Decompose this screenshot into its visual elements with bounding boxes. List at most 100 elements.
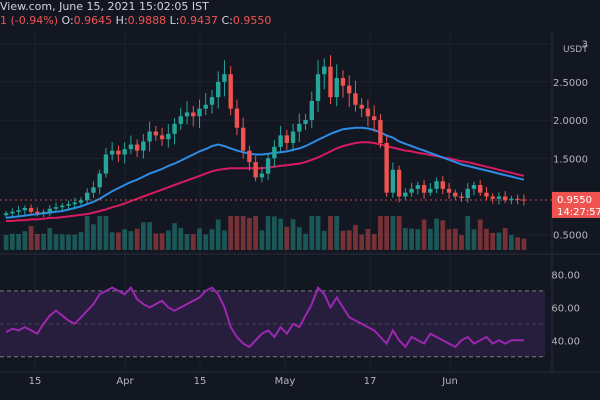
- candle[interactable]: [97, 169, 102, 194]
- candle[interactable]: [66, 200, 71, 210]
- candle[interactable]: [322, 58, 327, 90]
- volume-bar: [346, 230, 352, 250]
- candle[interactable]: [490, 193, 495, 204]
- candle[interactable]: [378, 113, 383, 149]
- candle[interactable]: [428, 182, 433, 196]
- candle[interactable]: [22, 205, 28, 216]
- candle[interactable]: [471, 181, 477, 196]
- candle[interactable]: [91, 181, 96, 198]
- candle[interactable]: [128, 135, 134, 155]
- price-tick-label: 3: [582, 40, 588, 51]
- rsi-pane[interactable]: [0, 285, 545, 358]
- candle[interactable]: [60, 202, 65, 211]
- candle[interactable]: [147, 121, 152, 152]
- candle[interactable]: [446, 182, 452, 199]
- candle[interactable]: [222, 60, 227, 97]
- candle[interactable]: [484, 187, 489, 201]
- candle[interactable]: [53, 202, 59, 212]
- candle[interactable]: [172, 117, 177, 145]
- candle[interactable]: [209, 90, 215, 114]
- candle[interactable]: [334, 64, 339, 107]
- candle[interactable]: [272, 139, 277, 167]
- candle-body: [72, 202, 77, 205]
- candle[interactable]: [434, 177, 439, 194]
- candle[interactable]: [496, 192, 502, 205]
- candle[interactable]: [365, 99, 371, 127]
- candle[interactable]: [359, 98, 364, 118]
- candle[interactable]: [347, 75, 352, 107]
- candle[interactable]: [515, 194, 520, 205]
- volume-bar: [159, 233, 165, 250]
- candle[interactable]: [28, 204, 34, 215]
- candle[interactable]: [228, 66, 233, 116]
- candle[interactable]: [478, 180, 483, 196]
- ohlc-close-label: C:: [221, 14, 233, 27]
- candle[interactable]: [184, 101, 190, 125]
- candle[interactable]: [415, 181, 421, 195]
- candle[interactable]: [178, 107, 183, 130]
- candle[interactable]: [116, 145, 121, 163]
- volume-bar: [240, 216, 246, 250]
- candle[interactable]: [340, 70, 346, 98]
- candle[interactable]: [303, 113, 308, 130]
- candle[interactable]: [41, 209, 46, 218]
- candle[interactable]: [78, 197, 84, 206]
- candle[interactable]: [134, 139, 140, 158]
- candle[interactable]: [453, 189, 458, 200]
- candle[interactable]: [459, 192, 464, 202]
- candle[interactable]: [328, 55, 333, 105]
- volume-bar: [172, 223, 177, 250]
- candle-body: [234, 108, 240, 128]
- candle[interactable]: [353, 80, 358, 112]
- candlesticks[interactable]: [3, 55, 527, 218]
- candle-body: [134, 144, 140, 151]
- candle[interactable]: [197, 99, 202, 129]
- candle[interactable]: [521, 194, 527, 206]
- candle[interactable]: [141, 134, 146, 159]
- candle[interactable]: [309, 91, 314, 129]
- candle[interactable]: [47, 205, 52, 217]
- candle[interactable]: [35, 207, 40, 217]
- candle[interactable]: [315, 60, 321, 112]
- candle[interactable]: [191, 106, 196, 127]
- candle[interactable]: [297, 113, 302, 143]
- candle[interactable]: [166, 124, 171, 148]
- ohlc-low-label: L:: [169, 14, 180, 27]
- candle[interactable]: [85, 188, 90, 205]
- candle[interactable]: [122, 142, 127, 164]
- candle[interactable]: [72, 197, 77, 210]
- candle[interactable]: [409, 182, 414, 197]
- candle[interactable]: [109, 142, 115, 161]
- candle[interactable]: [384, 135, 389, 197]
- candle[interactable]: [16, 205, 21, 216]
- candle[interactable]: [284, 129, 290, 150]
- candle[interactable]: [509, 195, 514, 205]
- candle[interactable]: [440, 176, 445, 195]
- candle[interactable]: [371, 105, 377, 132]
- candle-body: [396, 169, 402, 197]
- candle[interactable]: [396, 165, 402, 203]
- candle[interactable]: [253, 156, 258, 182]
- time-scale[interactable]: 15 Apr 15 May 17 Jun: [29, 376, 458, 387]
- candle[interactable]: [278, 125, 283, 152]
- candle[interactable]: [465, 182, 470, 203]
- candle[interactable]: [3, 210, 9, 218]
- candle[interactable]: [159, 127, 165, 147]
- candle[interactable]: [10, 208, 15, 217]
- candle[interactable]: [502, 191, 508, 204]
- candle[interactable]: [265, 153, 271, 180]
- candle[interactable]: [203, 93, 208, 116]
- candle[interactable]: [216, 71, 221, 109]
- candle[interactable]: [153, 125, 159, 141]
- candle[interactable]: [290, 123, 296, 152]
- candle[interactable]: [103, 147, 109, 178]
- candle[interactable]: [403, 188, 408, 200]
- candle[interactable]: [421, 180, 427, 199]
- candle[interactable]: [390, 162, 396, 198]
- candle[interactable]: [234, 99, 240, 136]
- candle[interactable]: [240, 117, 246, 159]
- candle[interactable]: [247, 145, 252, 171]
- candle[interactable]: [259, 166, 265, 183]
